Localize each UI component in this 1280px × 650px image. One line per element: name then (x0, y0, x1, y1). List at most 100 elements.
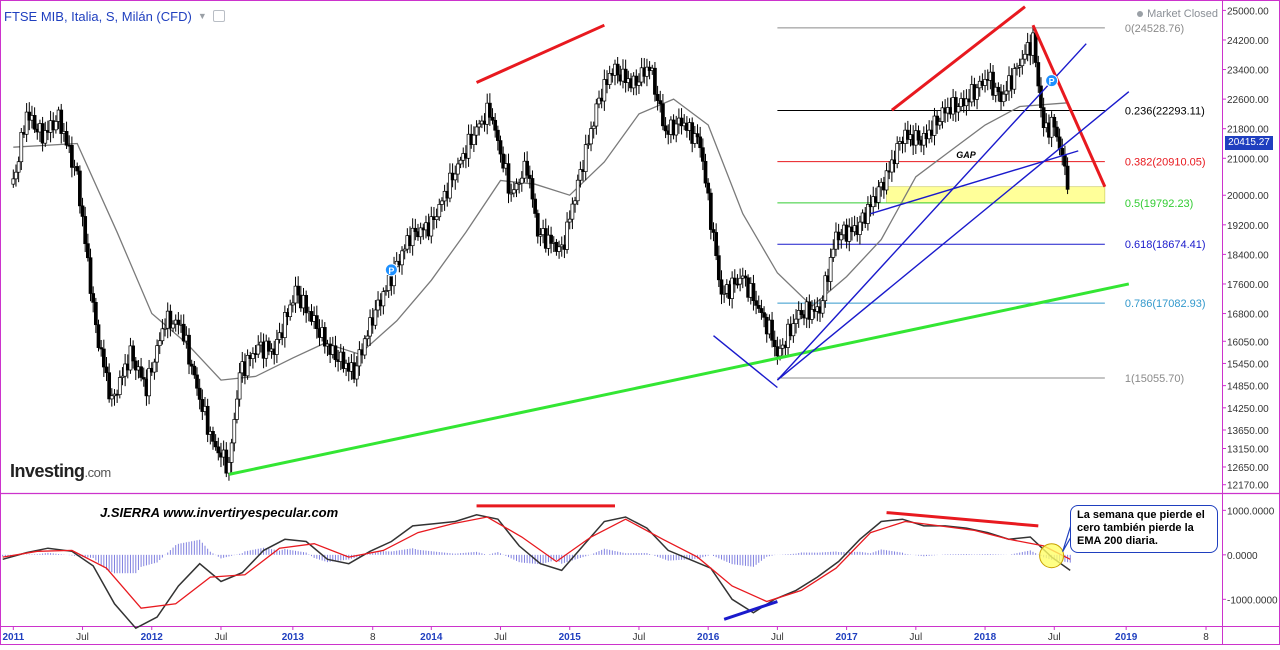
last-price-tag: 20415.27 (1225, 136, 1273, 150)
candle-body (935, 115, 939, 126)
candle-body (101, 348, 106, 368)
candle-body (211, 431, 215, 442)
x-tick-label: 2018 (974, 632, 997, 643)
candle-body (472, 134, 476, 145)
candle-body (770, 319, 774, 341)
price-tick-label: 15450.00 (1227, 359, 1269, 370)
candle-body (429, 216, 434, 237)
x-tick-label: Jul (909, 632, 922, 643)
candle-body (458, 159, 463, 165)
candle-body (533, 198, 537, 214)
candle-body (283, 312, 287, 339)
x-tick-label: 8 (1203, 632, 1209, 643)
candle-body (99, 347, 104, 350)
candle-body (322, 327, 327, 347)
candle-body (141, 377, 146, 380)
candle-body (895, 143, 900, 165)
candle-body (477, 123, 482, 128)
candle-body (732, 277, 737, 285)
candle-body (493, 119, 498, 131)
gap-label: GAP (956, 150, 976, 160)
candle-body (916, 130, 921, 141)
candle-body (538, 234, 543, 237)
candle-body (719, 279, 724, 295)
candle-body (410, 227, 415, 247)
candle-body (163, 327, 167, 330)
candle-body (1012, 68, 1017, 90)
x-tick-label: 2017 (835, 632, 858, 643)
candle-body (1039, 85, 1043, 108)
chevron-down-icon[interactable]: ▼ (197, 11, 207, 21)
candle-body (70, 144, 74, 168)
candle-body (828, 257, 833, 282)
candle-body (772, 339, 777, 347)
status-dot-icon (1137, 11, 1144, 17)
x-tick-label: 2014 (420, 632, 443, 643)
candle-body (839, 234, 844, 241)
candle-body (810, 309, 814, 320)
candle-body (147, 367, 151, 397)
signal-line (2, 516, 1071, 609)
candle-body (535, 213, 540, 237)
candle-body (690, 122, 695, 144)
price-tick-label: 16050.00 (1227, 337, 1269, 348)
candle-body (759, 308, 764, 313)
fib-level-label: 0.786(17082.93) (1125, 298, 1206, 310)
candle-body (434, 216, 439, 220)
candle-body (932, 115, 937, 136)
candle-body (693, 133, 697, 144)
candle-body (575, 179, 580, 202)
candle-body (413, 227, 418, 233)
settings-box-icon[interactable] (212, 10, 225, 22)
candle-body (227, 462, 231, 474)
candle-body (1023, 53, 1027, 60)
fib-level-label: 1(15055.70) (1125, 373, 1184, 385)
candle-body (578, 169, 583, 181)
candle-body (32, 115, 37, 130)
trendline-support-green (228, 282, 1130, 476)
chart-title[interactable]: FTSE MIB, Italia, S, Milán (CFD) (4, 8, 192, 24)
price-tick-label: 24200.00 (1227, 36, 1269, 47)
osc-tick-label: 0.0000 (1227, 551, 1258, 562)
candle-body (567, 218, 572, 223)
x-tick-label: 8 (370, 632, 376, 643)
chart-header: FTSE MIB, Italia, S, Milán (CFD) ▼ (4, 5, 225, 27)
candle-body (288, 304, 293, 318)
trendline-blue-channel (870, 150, 1079, 215)
candle-body (703, 160, 708, 184)
candle-body (794, 318, 798, 324)
trendline-red-decline-2018 (1031, 24, 1107, 188)
candle-body (104, 366, 109, 374)
candle-body (975, 87, 979, 100)
candle-body (384, 290, 388, 292)
candle-body (205, 405, 210, 435)
trendline-blue-trend-outer (776, 91, 1130, 381)
candle-body (155, 345, 159, 363)
candle-body (956, 106, 961, 113)
candle-body (229, 442, 234, 463)
candle-body (653, 67, 657, 95)
candle-body (1041, 107, 1046, 128)
candle-body (304, 295, 309, 314)
candle-body (525, 160, 529, 176)
x-tick-label: Jul (215, 632, 228, 643)
candle-body (54, 121, 58, 131)
osc-tick-label: -1000.0000 (1227, 595, 1278, 606)
candle-body (698, 136, 703, 149)
candle-body (275, 339, 279, 355)
candle-body (107, 372, 112, 400)
candle-body (791, 323, 796, 337)
candle-body (762, 312, 766, 318)
candle-body (1060, 148, 1065, 156)
investing-logo: Investing.com (10, 461, 111, 482)
x-tick-label: Jul (771, 632, 784, 643)
price-tick-label: 21800.00 (1227, 125, 1269, 136)
candle-body (583, 144, 588, 172)
price-tick-label: 20000.00 (1227, 191, 1269, 202)
price-tick-label: 25000.00 (1227, 6, 1269, 17)
candle-body (78, 170, 82, 207)
candle-body (474, 126, 479, 136)
candle-body (645, 66, 649, 77)
candle-body (267, 340, 271, 352)
